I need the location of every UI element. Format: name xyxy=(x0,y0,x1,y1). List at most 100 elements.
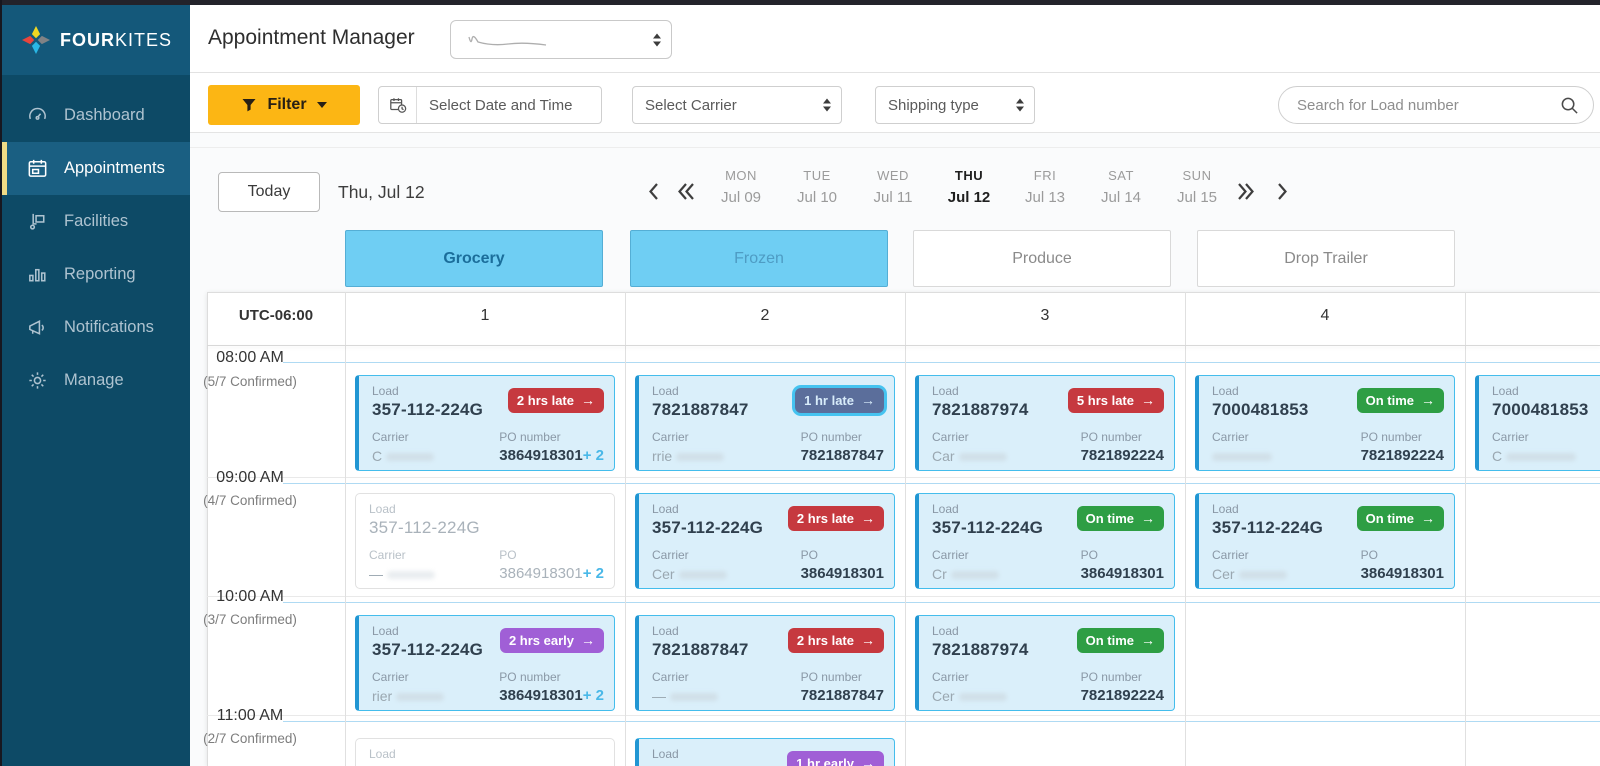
status-badge[interactable]: 5 hrs late → xyxy=(1067,388,1164,413)
chevron-down-icon xyxy=(316,102,327,108)
appointment-card[interactable]: Load 357-112-224G 2 hrs late → Carrier C … xyxy=(355,375,615,471)
carrier-value: Cer xyxy=(932,688,1007,704)
confirmed-count: (4/7 Confirmed) xyxy=(203,493,297,508)
next-day-button[interactable] xyxy=(1276,182,1288,201)
day-thu-selected[interactable]: THU Jul 12 xyxy=(947,168,991,206)
grid-line xyxy=(345,292,346,766)
status-badge[interactable]: On time → xyxy=(1356,388,1444,413)
search-input[interactable] xyxy=(1279,96,1560,114)
day-sat[interactable]: SAT Jul 14 xyxy=(1100,168,1142,206)
redacted-text xyxy=(386,453,435,461)
prev-week-button[interactable] xyxy=(676,182,696,201)
sidebar-item-dashboard[interactable]: Dashboard xyxy=(0,89,190,142)
confirmed-count: (5/7 Confirmed) xyxy=(203,374,297,389)
carrier-select[interactable]: Select Carrier xyxy=(632,86,842,124)
facility-icon xyxy=(29,213,45,230)
tab-frozen[interactable]: Frozen xyxy=(630,230,888,287)
brand-logo[interactable]: FOURKITES xyxy=(0,5,190,75)
search-icon[interactable] xyxy=(1560,96,1579,115)
status-badge[interactable]: 2 hrs late → xyxy=(507,388,604,413)
appointment-card[interactable]: Load 357-112-224G 2 hrs late → Carrier Ce… xyxy=(635,493,895,589)
carrier-value: Cer xyxy=(1212,566,1287,582)
filter-button[interactable]: Filter xyxy=(208,85,360,125)
appointment-card-clipped[interactable]: Load 7000481853 Carrier C xyxy=(1475,375,1600,471)
dock-column-2: 2 xyxy=(760,307,770,324)
status-badge[interactable]: 1 hr late → xyxy=(795,388,884,413)
arrow-right-icon: → xyxy=(861,755,875,766)
appointment-card[interactable]: Load 7000481853 On time → Carrier PO numb… xyxy=(1195,375,1455,471)
day-sun[interactable]: SUN Jul 15 xyxy=(1176,168,1218,206)
chevron-left-icon xyxy=(649,183,658,200)
dropdown-spinner-icon[interactable] xyxy=(653,33,661,46)
redacted-text xyxy=(1212,453,1272,461)
status-badge[interactable]: On time → xyxy=(1076,628,1164,653)
po-number: 3864918301+ 2 xyxy=(499,687,604,704)
redacted-text xyxy=(678,571,727,579)
facility-dropdown[interactable] xyxy=(450,20,672,59)
day-tue[interactable]: TUE Jul 10 xyxy=(796,168,838,206)
status-badge[interactable]: On time → xyxy=(1356,506,1444,531)
po-number: 3864918301+ 2 xyxy=(499,565,604,582)
appointment-card[interactable]: Load 7821887847 2 hrs late → Carrier — PO… xyxy=(635,615,895,711)
redacted-text xyxy=(950,571,999,579)
date-time-picker[interactable]: Select Date and Time xyxy=(378,86,602,124)
load-search xyxy=(1278,86,1594,124)
arrow-right-icon: → xyxy=(1141,632,1155,648)
today-button[interactable]: Today xyxy=(218,172,320,212)
tab-produce[interactable]: Produce xyxy=(913,230,1171,287)
sidebar-item-notifications[interactable]: Notifications xyxy=(0,301,190,354)
row-divider xyxy=(207,596,1600,597)
megaphone-icon xyxy=(29,320,44,335)
sidebar-item-appointments[interactable]: Appointments xyxy=(0,142,190,195)
gear-icon xyxy=(29,372,46,389)
confirmed-count: (3/7 Confirmed) xyxy=(203,612,297,627)
appointment-card[interactable]: Load 357-112-224G On time → Carrier Cr PO… xyxy=(915,493,1175,589)
appointment-card[interactable]: Load 357-112-224G 2 hrs early → Carrier r… xyxy=(355,615,615,711)
status-badge[interactable]: 1 hr early → xyxy=(787,751,884,766)
filter-toolbar: Filter Select Date and Time Select Carri… xyxy=(190,73,1600,133)
status-badge[interactable]: 2 hrs late → xyxy=(787,628,884,653)
appointment-card[interactable]: Load 357-112-224G On time → Carrier Cer P… xyxy=(1195,493,1455,589)
po-number: 3864918301+ 2 xyxy=(499,447,604,464)
redacted-text xyxy=(1506,453,1577,461)
sidebar-nav: Dashboard Appointments Facilities Report… xyxy=(0,89,190,407)
arrow-right-icon: → xyxy=(581,392,595,408)
appointment-card-unconfirmed[interactable]: Load 357-112-224G Carrier — PO 386491830… xyxy=(355,493,615,589)
double-chevron-right-icon xyxy=(1238,183,1254,200)
day-wed[interactable]: WED Jul 11 xyxy=(873,168,913,206)
sidebar-item-reporting[interactable]: Reporting xyxy=(0,248,190,301)
divider xyxy=(190,147,1600,148)
appointment-card[interactable]: Load 7821887974 On time → Carrier Cer PO … xyxy=(915,615,1175,711)
appointment-card[interactable]: Load 7821887974 5 hrs late → Carrier Car … xyxy=(915,375,1175,471)
redacted-text xyxy=(1238,571,1287,579)
time-label: 10:00 AM xyxy=(216,588,284,605)
appointment-card-unconfirmed[interactable]: Load xyxy=(355,738,615,766)
carrier-value: C xyxy=(372,448,435,464)
calendar-clock-icon xyxy=(379,87,417,123)
sidebar-item-facilities[interactable]: Facilities xyxy=(0,195,190,248)
day-mon[interactable]: MON Jul 09 xyxy=(720,168,762,206)
po-number: 7821892224 xyxy=(1080,447,1164,464)
arrow-right-icon: → xyxy=(861,510,875,526)
redacted-text xyxy=(958,453,1007,461)
arrow-right-icon: → xyxy=(1141,392,1155,408)
redacted-scribble xyxy=(468,35,547,46)
status-badge[interactable]: 2 hrs late → xyxy=(787,506,884,531)
carrier-value: C xyxy=(1492,448,1577,464)
sidebar-item-manage[interactable]: Manage xyxy=(0,354,190,407)
day-fri[interactable]: FRI Jul 13 xyxy=(1024,168,1066,206)
redacted-text xyxy=(670,693,718,701)
chevron-right-icon xyxy=(1278,183,1287,200)
appointment-card-selected[interactable]: Load 7821887847 1 hr late → Carrier rrie … xyxy=(635,375,895,471)
prev-day-button[interactable] xyxy=(648,182,660,201)
next-week-button[interactable] xyxy=(1236,182,1256,201)
appointment-card[interactable]: Load 1 hr early → xyxy=(635,738,895,766)
status-badge[interactable]: 2 hrs early → xyxy=(499,628,604,653)
shipping-type-select[interactable]: Shipping type xyxy=(875,86,1035,124)
arrow-right-icon: → xyxy=(861,632,875,648)
status-badge[interactable]: On time → xyxy=(1076,506,1164,531)
tab-grocery[interactable]: Grocery xyxy=(345,230,603,287)
time-marker-line xyxy=(283,721,1600,722)
carrier-value xyxy=(1212,448,1272,464)
tab-drop-trailer[interactable]: Drop Trailer xyxy=(1197,230,1455,287)
